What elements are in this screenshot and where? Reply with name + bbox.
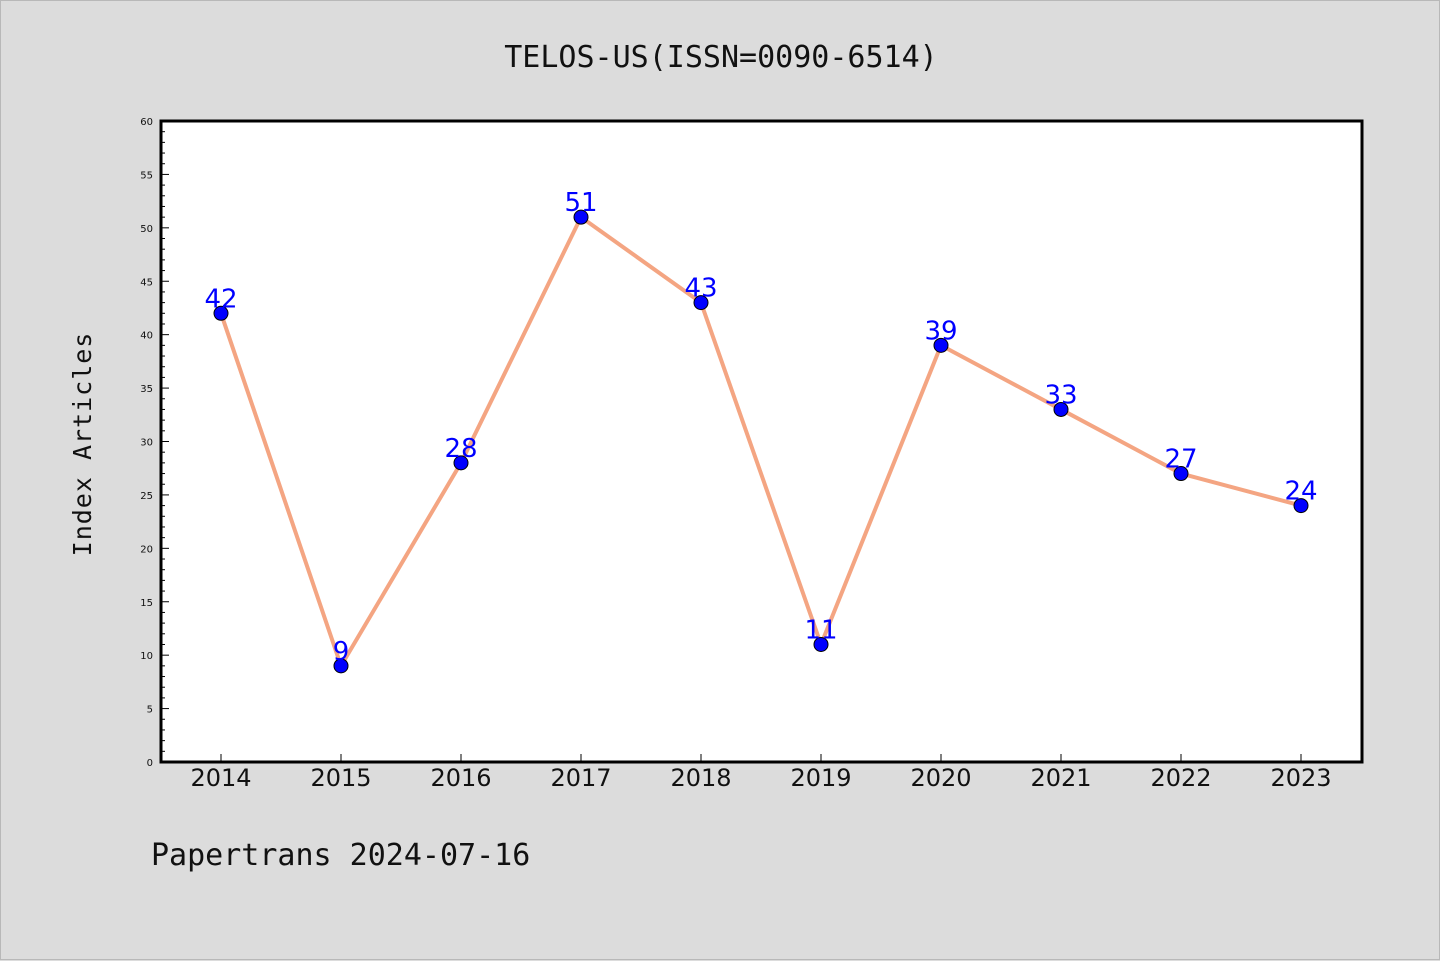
data-label: 28 <box>444 434 477 464</box>
data-label: 11 <box>804 615 837 645</box>
y-tick-label: 20 <box>140 544 153 555</box>
y-tick-label: 40 <box>140 331 153 342</box>
data-point-marker <box>573 209 589 225</box>
y-tick-label: 15 <box>140 598 153 609</box>
data-point-marker <box>933 337 949 353</box>
series-line-group <box>219 215 1302 668</box>
y-tick-label: 25 <box>140 491 153 502</box>
data-label: 39 <box>924 316 957 346</box>
x-axis: 2014 2015 2016 2017 2018 2019 2020 2021 2022 2023 <box>190 754 1332 792</box>
x-tick-label: 2018 <box>670 764 731 792</box>
series-line <box>219 215 1302 668</box>
data-point-marker <box>1173 466 1189 482</box>
x-tick-label: 2016 <box>430 764 491 792</box>
plot-area <box>159 119 1364 764</box>
y-tick-label: 55 <box>140 170 153 181</box>
data-point-marker <box>693 295 709 311</box>
y-tick-label: 0 <box>147 758 153 769</box>
x-tick-label: 2019 <box>790 764 851 792</box>
data-point-marker <box>813 636 829 652</box>
x-tick-label: 2020 <box>910 764 971 792</box>
x-tick-label: 2014 <box>190 764 251 792</box>
data-label: 43 <box>684 274 717 304</box>
y-axis-label: Index Articles <box>68 332 97 557</box>
y-tick-label: 35 <box>140 384 153 395</box>
y-tick-label: 45 <box>140 277 153 288</box>
data-label: 42 <box>204 284 237 314</box>
y-tick-label: 5 <box>147 705 153 716</box>
data-point-marker <box>1053 401 1069 417</box>
data-point-marker <box>333 658 349 674</box>
y-tick-label: 10 <box>140 651 153 662</box>
y-axis: 0 5 10 15 20 25 30 35 40 45 50 55 60 <box>140 117 169 769</box>
y-tick-label: 60 <box>140 117 153 128</box>
data-point-marker <box>213 305 229 321</box>
y-tick-label: 50 <box>140 224 153 235</box>
chart-title: TELOS-US(ISSN=0090-6514) <box>504 40 937 75</box>
data-labels-group: 42 9 28 51 43 11 39 33 27 24 <box>204 188 1317 667</box>
y-tick-label: 30 <box>140 438 153 449</box>
data-point-marker <box>453 455 469 471</box>
x-tick-label: 2017 <box>550 764 611 792</box>
data-label: 9 <box>333 637 350 667</box>
x-tick-label: 2021 <box>1030 764 1091 792</box>
footer-text: Papertrans 2024-07-16 <box>151 838 530 873</box>
data-point-marker <box>1293 498 1309 514</box>
data-label: 24 <box>1284 477 1317 507</box>
data-label: 27 <box>1164 445 1197 475</box>
x-tick-label: 2022 <box>1150 764 1211 792</box>
x-tick-label: 2023 <box>1270 764 1331 792</box>
markers-group <box>213 209 1309 674</box>
data-label: 51 <box>564 188 597 218</box>
x-tick-label: 2015 <box>310 764 371 792</box>
data-label: 33 <box>1044 380 1077 410</box>
